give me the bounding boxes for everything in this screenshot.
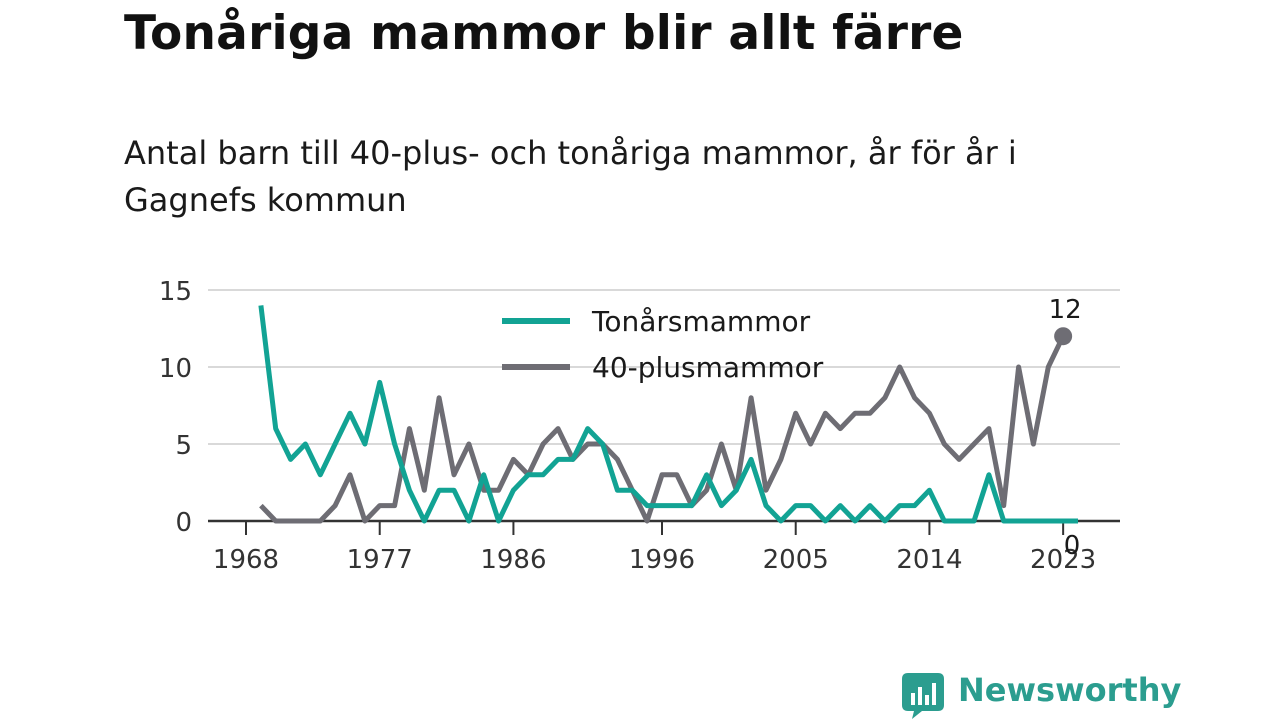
gridlines [208, 289, 1120, 445]
x-tick-label: 2023 [1030, 545, 1096, 575]
y-tick-label: 10 [159, 354, 192, 384]
series-lines [258, 305, 1078, 524]
y-tick-label: 5 [175, 431, 192, 461]
legend-label: Tonårsmammor [591, 305, 811, 338]
x-tick-label: 1996 [629, 545, 695, 575]
end-point-fortyplus [1054, 327, 1073, 346]
newsworthy-logo-text: Newsworthy [958, 671, 1182, 709]
x-tick-label: 1968 [213, 545, 279, 575]
legend-label: 40-plusmammor [592, 351, 824, 384]
x-tick-label: 2005 [763, 545, 829, 575]
series-line-fortyplus [259, 335, 1066, 524]
end-label-tonarsmammor: 0 [1064, 531, 1081, 561]
legend: Tonårsmammor 40-plusmammor [502, 305, 824, 384]
newsworthy-logo-icon [902, 673, 944, 719]
end-label-fortyplus: 12 [1049, 295, 1082, 325]
axes: 0 5 10 15 1968 1977 1986 1996 2005 2014 2023 [159, 277, 1120, 575]
chart-title: Tonåriga mammor blir allt färre [124, 6, 964, 61]
data-labels: 12 0 [1049, 295, 1082, 561]
chart-subtitle: Antal barn till 40-plus- och tonåriga ma… [124, 134, 1017, 219]
series-line-tonarsmammor [258, 305, 1078, 524]
x-tick-label: 2014 [896, 545, 962, 575]
y-tick-label: 15 [159, 277, 192, 307]
y-tick-label: 0 [175, 508, 192, 538]
x-tick-label: 1977 [347, 545, 413, 575]
x-tick-label: 1986 [480, 545, 546, 575]
